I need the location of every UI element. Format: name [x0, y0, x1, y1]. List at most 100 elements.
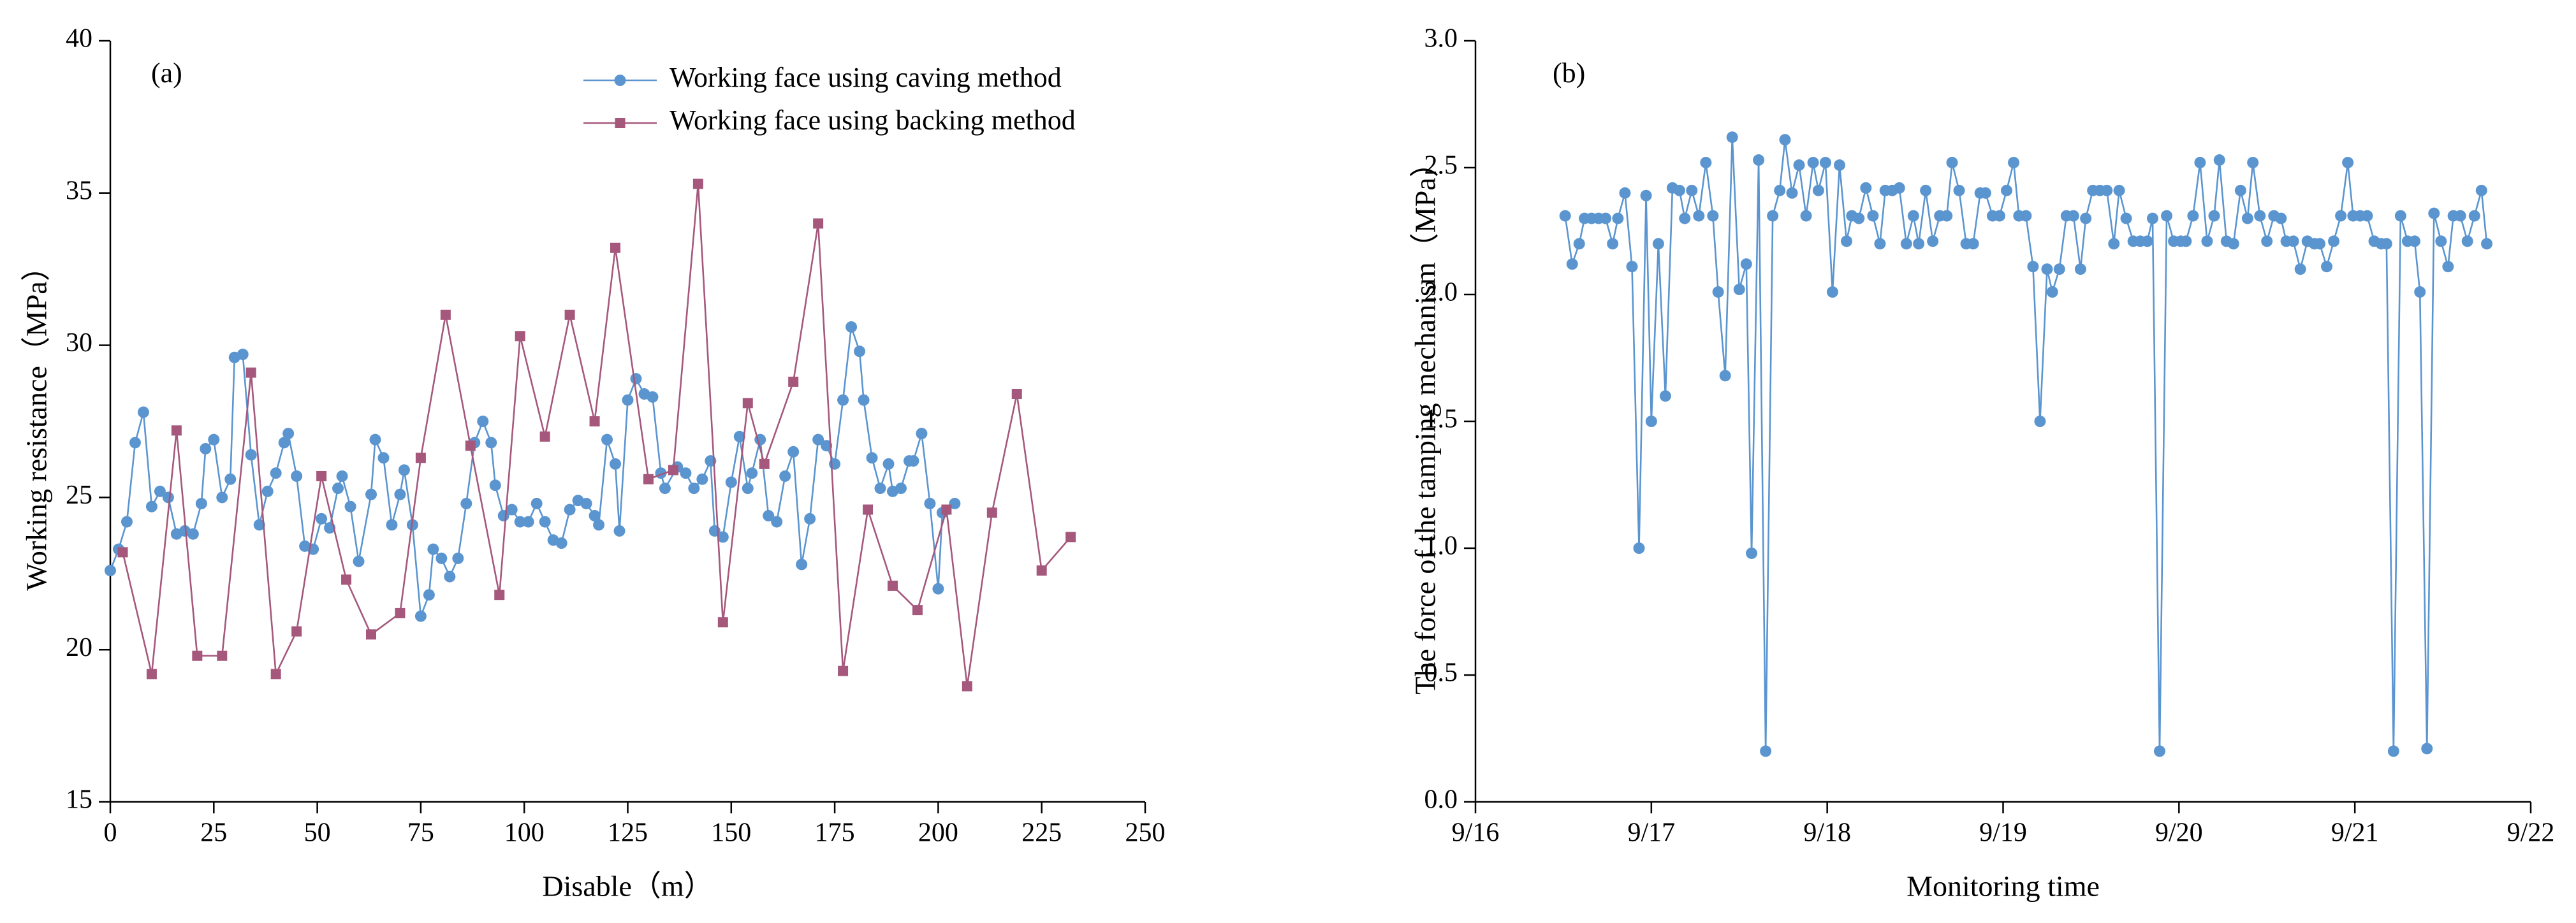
x-tick-label: 175	[815, 818, 855, 848]
marker	[887, 580, 898, 591]
marker	[1979, 187, 1991, 199]
marker	[489, 479, 501, 491]
x-tick-label: 0	[104, 818, 117, 848]
marker	[386, 519, 398, 531]
marker	[1036, 565, 1047, 576]
marker	[622, 394, 634, 406]
marker	[1633, 542, 1645, 554]
marker	[316, 470, 327, 481]
marker	[882, 458, 895, 470]
marker	[2361, 210, 2373, 222]
x-tick-label: 150	[711, 818, 751, 848]
marker	[344, 500, 356, 512]
marker	[746, 467, 758, 479]
marker	[2141, 235, 2153, 247]
x-tick-label: 125	[608, 818, 648, 848]
marker	[2481, 238, 2493, 250]
marker	[2287, 235, 2299, 247]
marker	[812, 433, 824, 446]
marker	[742, 483, 754, 495]
marker	[821, 440, 833, 452]
marker	[2053, 263, 2065, 275]
marker	[2414, 286, 2426, 298]
marker	[395, 607, 406, 618]
series-line	[109, 326, 956, 617]
marker	[1807, 157, 1819, 169]
marker	[804, 512, 816, 525]
marker	[1941, 210, 1953, 222]
marker	[2208, 210, 2220, 222]
marker	[779, 470, 791, 482]
marker	[2342, 157, 2354, 169]
marker	[2034, 416, 2046, 427]
marker	[121, 516, 133, 528]
marker	[1559, 210, 1571, 222]
marker	[1760, 745, 1772, 757]
marker	[614, 75, 626, 86]
marker	[2261, 235, 2273, 247]
marker	[2041, 263, 2053, 275]
marker	[1573, 238, 1585, 250]
marker	[129, 437, 141, 449]
marker	[2321, 261, 2333, 273]
marker	[1707, 210, 1719, 222]
marker	[601, 433, 613, 446]
marker	[759, 458, 770, 469]
marker	[564, 309, 575, 320]
marker	[1893, 182, 1905, 194]
marker	[1767, 210, 1779, 222]
marker	[1679, 212, 1691, 224]
marker	[610, 242, 621, 253]
x-tick-label: 9/19	[1979, 818, 2027, 848]
marker	[593, 519, 605, 531]
x-tick-label: 200	[918, 818, 958, 848]
marker	[291, 626, 302, 637]
x-tick-label: 9/18	[1803, 818, 1851, 848]
marker	[341, 574, 352, 585]
marker	[589, 416, 600, 426]
marker	[146, 669, 157, 680]
marker	[813, 218, 824, 229]
marker	[2468, 210, 2480, 222]
marker	[2408, 235, 2420, 247]
marker	[494, 590, 505, 600]
marker	[452, 552, 464, 564]
marker	[1913, 238, 1925, 250]
marker	[2187, 210, 2199, 222]
marker	[2475, 184, 2487, 196]
marker	[1779, 134, 1791, 146]
marker	[1833, 159, 1845, 171]
marker	[2080, 212, 2092, 224]
marker	[2421, 743, 2433, 755]
marker	[394, 488, 406, 500]
marker	[2454, 210, 2466, 222]
y-tick-label: 3.0	[1424, 24, 1458, 54]
marker	[2442, 261, 2454, 273]
x-tick-label: 50	[304, 818, 331, 848]
legend-label: Working face using backing method	[670, 105, 1076, 136]
marker	[717, 531, 729, 543]
marker	[788, 376, 799, 387]
marker	[1800, 210, 1812, 222]
marker	[2101, 184, 2113, 196]
marker	[1645, 416, 1657, 427]
y-tick-label: 20	[66, 633, 92, 662]
marker	[195, 497, 207, 509]
series-line	[122, 184, 1072, 687]
y-tick-label: 1.0	[1424, 532, 1458, 561]
marker	[866, 452, 878, 464]
marker	[477, 416, 489, 427]
y-tick-label: 30	[66, 328, 92, 358]
marker	[2180, 235, 2192, 247]
marker	[1774, 184, 1786, 196]
y-tick-label: 0.5	[1424, 658, 1458, 688]
x-axis-label: Monitoring time	[1906, 870, 2100, 903]
marker	[1860, 182, 1872, 194]
marker	[2435, 235, 2447, 247]
marker	[1612, 212, 1624, 224]
marker	[838, 665, 849, 676]
marker	[1927, 235, 1939, 247]
marker	[1907, 210, 1919, 222]
marker	[2247, 157, 2259, 169]
